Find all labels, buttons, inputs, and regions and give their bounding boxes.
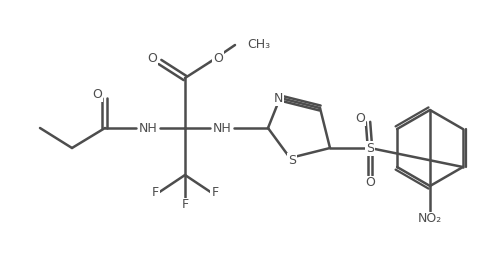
Text: O: O <box>92 88 102 101</box>
Text: NH: NH <box>139 121 157 134</box>
Text: O: O <box>355 111 365 124</box>
Text: O: O <box>213 51 223 64</box>
Text: F: F <box>211 186 218 199</box>
Text: S: S <box>366 141 374 154</box>
Text: O: O <box>365 176 375 189</box>
Text: F: F <box>151 186 158 199</box>
Text: N: N <box>274 92 283 105</box>
Text: NO₂: NO₂ <box>418 212 442 225</box>
Text: CH₃: CH₃ <box>247 38 270 51</box>
Text: O: O <box>147 51 157 64</box>
Text: F: F <box>181 198 188 211</box>
Text: NH: NH <box>212 121 231 134</box>
Text: S: S <box>288 153 296 166</box>
